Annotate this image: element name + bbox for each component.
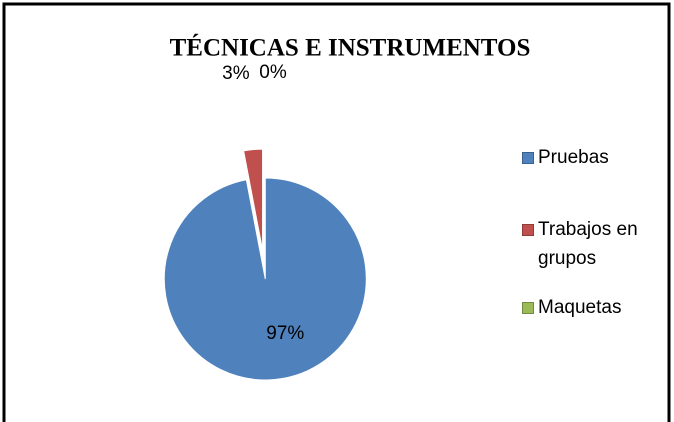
pie-slice — [163, 177, 367, 381]
legend-swatch — [522, 224, 534, 236]
legend-label: Maquetas — [538, 297, 622, 318]
legend-item: Pruebas — [522, 143, 672, 172]
legend-swatch — [522, 152, 534, 164]
data-label: 3% — [222, 63, 250, 84]
pie-slice — [243, 148, 264, 251]
legend-label: Trabajos en grupos — [538, 219, 638, 269]
data-label: 0% — [259, 62, 287, 83]
legend-item: Maquetas — [522, 293, 672, 322]
legend-item: Trabajos en grupos — [522, 215, 672, 273]
chart-title: TÉCNICAS E INSTRUMENTOS — [170, 34, 531, 62]
legend-swatch — [522, 302, 534, 314]
data-label: 97% — [266, 323, 304, 344]
legend-label: Pruebas — [538, 147, 609, 168]
